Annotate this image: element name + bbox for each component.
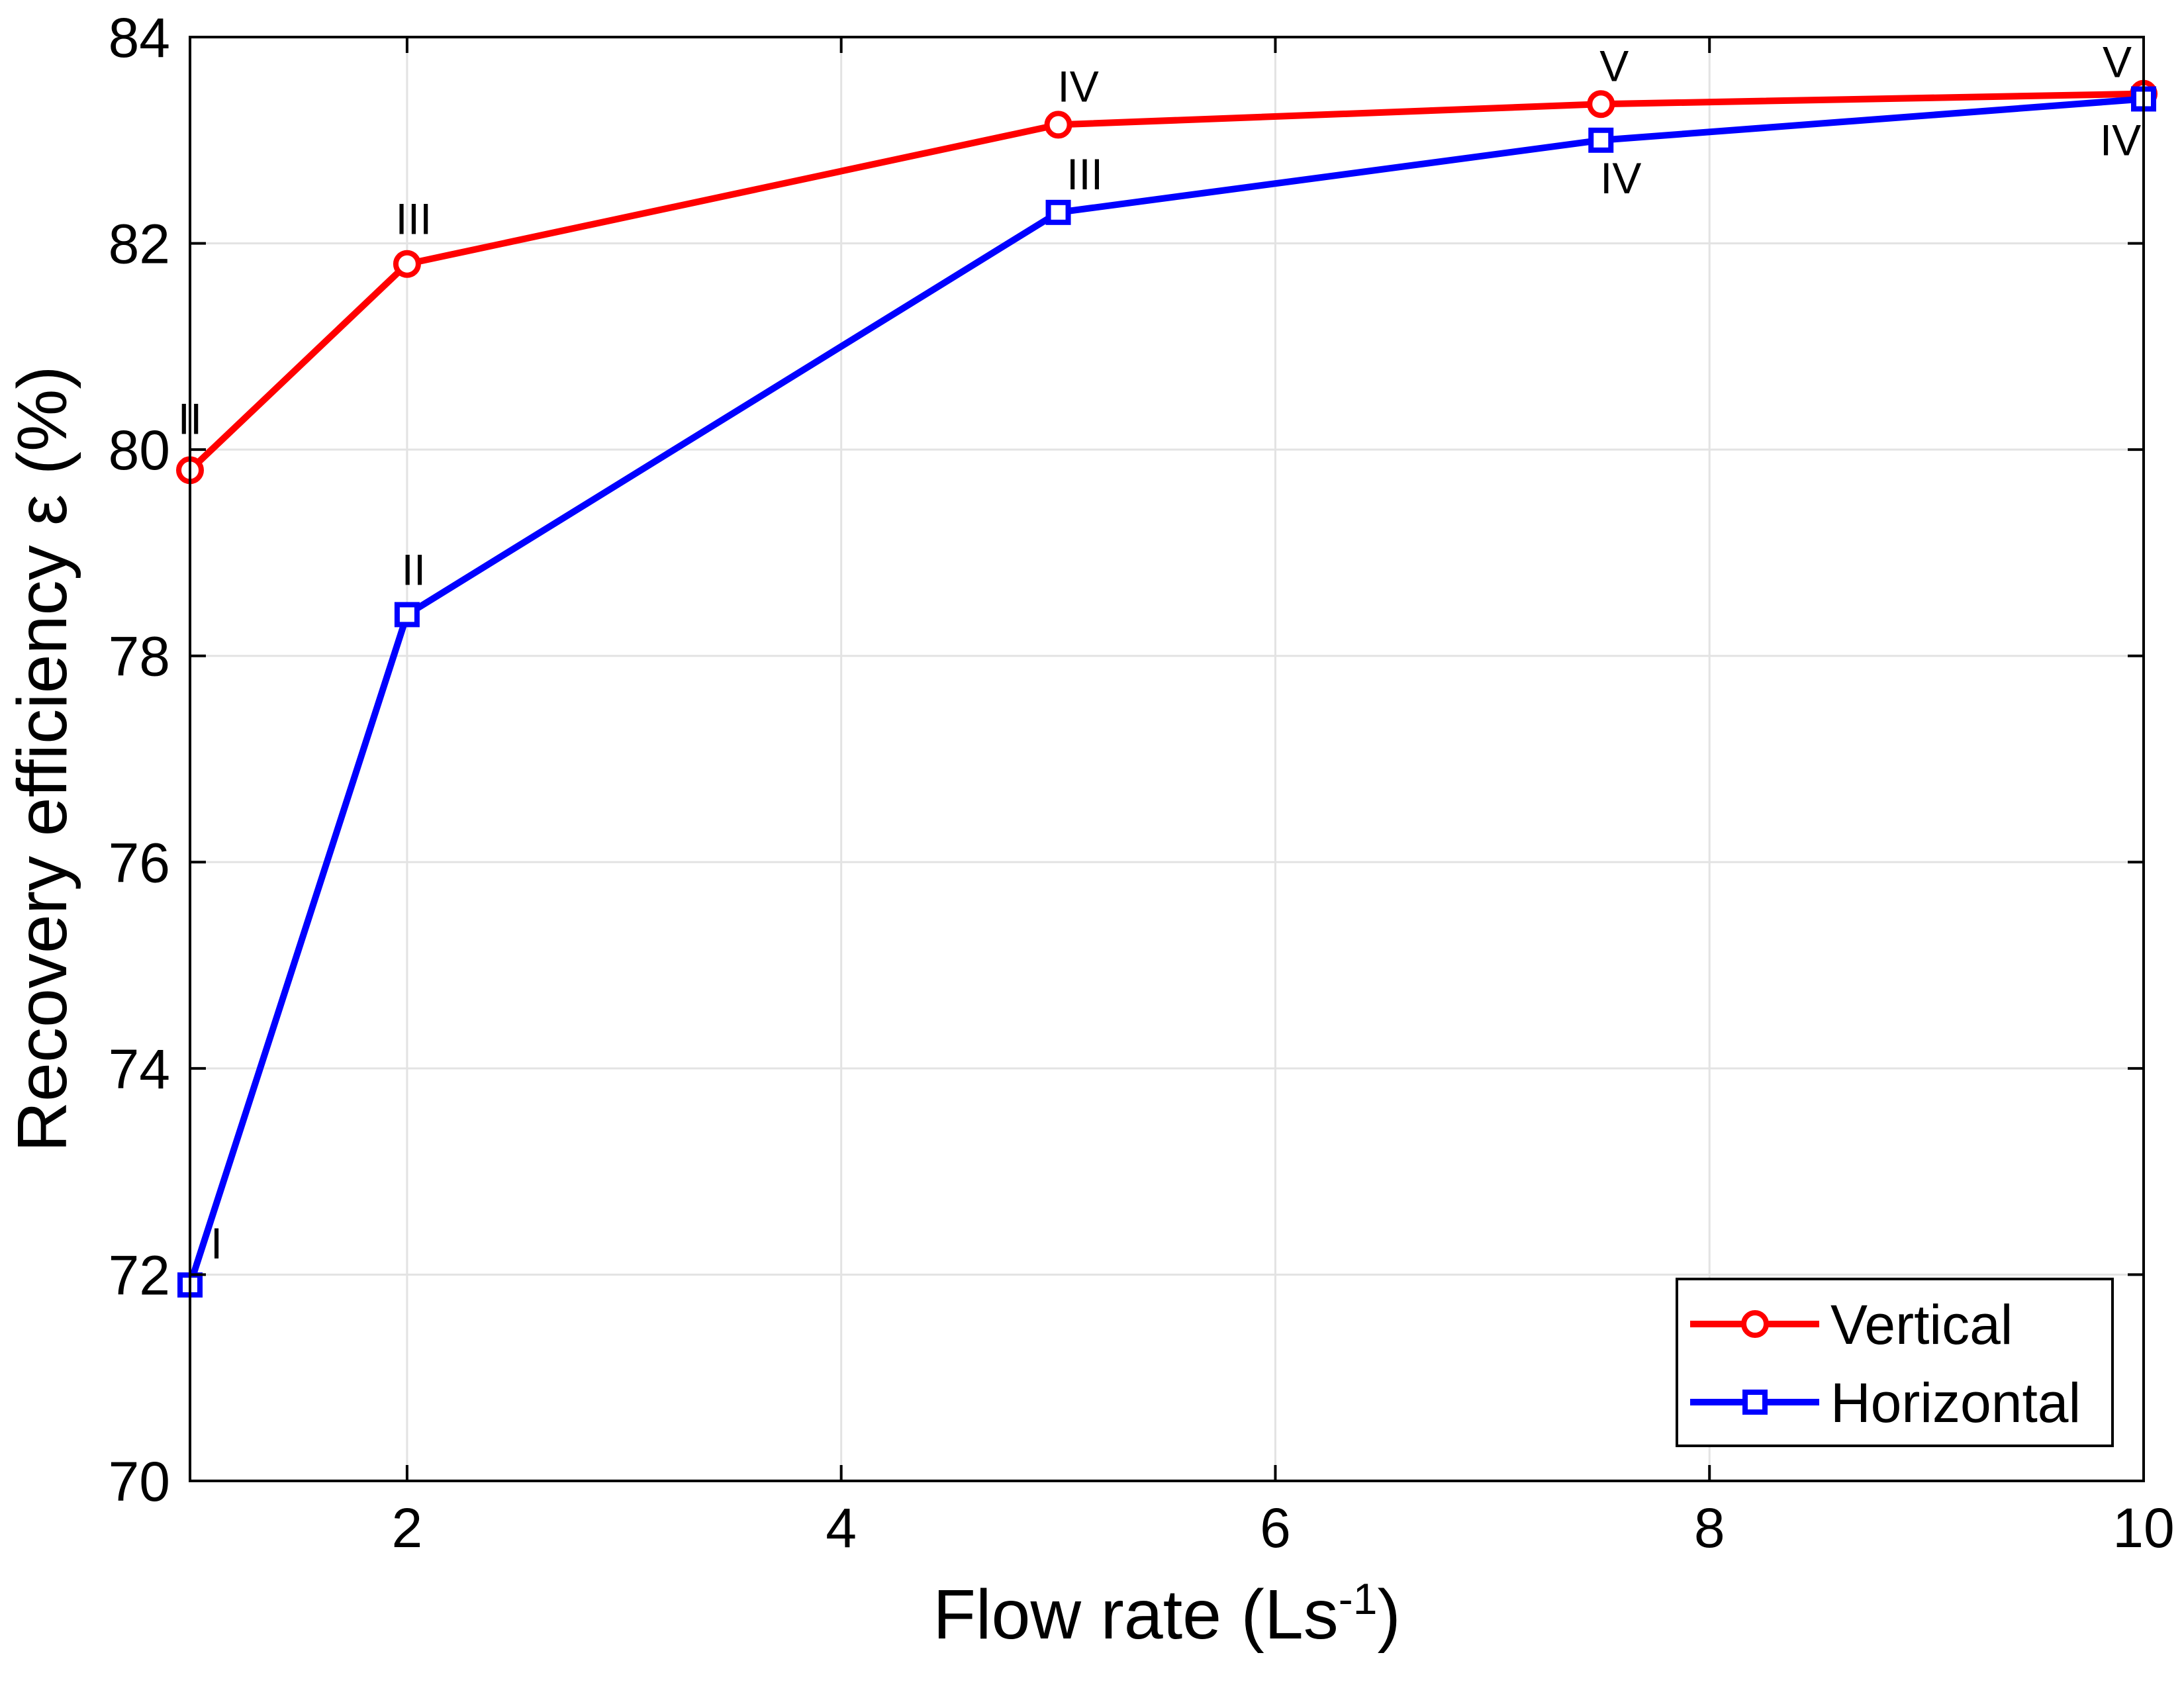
y-tick-label: 82 bbox=[109, 213, 170, 275]
point-label: IV bbox=[1600, 154, 1641, 203]
legend-label-vertical: Vertical bbox=[1830, 1294, 2013, 1356]
data-point-horizontal bbox=[1588, 127, 1614, 153]
grid bbox=[190, 36, 2145, 1482]
axes-frame bbox=[189, 36, 2145, 1482]
y-tick-label: 72 bbox=[109, 1244, 170, 1306]
legend-marker-circle bbox=[1741, 1310, 1769, 1338]
point-label: IV bbox=[1057, 62, 1098, 111]
y-tick-label: 74 bbox=[109, 1038, 170, 1100]
point-label: II bbox=[178, 394, 203, 443]
data-point-horizontal bbox=[394, 602, 420, 628]
point-label: III bbox=[1067, 150, 1103, 199]
x-tick-label: 8 bbox=[1694, 1497, 1725, 1559]
point-label: V bbox=[2103, 38, 2132, 87]
point-label: III bbox=[395, 195, 432, 244]
x-tick-label: 10 bbox=[2113, 1497, 2174, 1559]
y-tick-label: 70 bbox=[109, 1450, 170, 1513]
point-label: V bbox=[1599, 41, 1629, 90]
point-label: IV bbox=[2100, 115, 2141, 164]
legend-box bbox=[1676, 1278, 2114, 1447]
y-tick-label: 78 bbox=[109, 626, 170, 688]
data-point-vertical bbox=[1587, 90, 1615, 118]
data-point-vertical bbox=[1044, 111, 1072, 139]
x-tick-label: 4 bbox=[826, 1497, 857, 1559]
point-label: II bbox=[402, 545, 426, 594]
y-tick-label: 76 bbox=[109, 831, 170, 894]
ticks: 2 4 6 8 10 70 72 74 76 78 80 82 84 bbox=[109, 7, 2175, 1559]
legend-label-horizontal: Horizontal bbox=[1830, 1372, 2081, 1434]
legend: Vertical Horizontal bbox=[1676, 1278, 2114, 1447]
y-tick-label: 80 bbox=[109, 419, 170, 481]
y-axis-title: Recovery efficiency ε (%) bbox=[3, 365, 81, 1152]
point-label: I bbox=[211, 1219, 222, 1268]
series-layer bbox=[176, 79, 2158, 1298]
data-point-horizontal bbox=[1045, 199, 1071, 225]
x-tick-label: 6 bbox=[1260, 1497, 1291, 1559]
y-tick-label: 84 bbox=[109, 7, 170, 69]
legend-marker-square bbox=[1742, 1390, 1768, 1415]
data-point-vertical bbox=[393, 250, 421, 278]
x-axis-title: Flow rate (Ls-1) bbox=[933, 1574, 1401, 1654]
x-tick-label: 2 bbox=[392, 1497, 423, 1559]
